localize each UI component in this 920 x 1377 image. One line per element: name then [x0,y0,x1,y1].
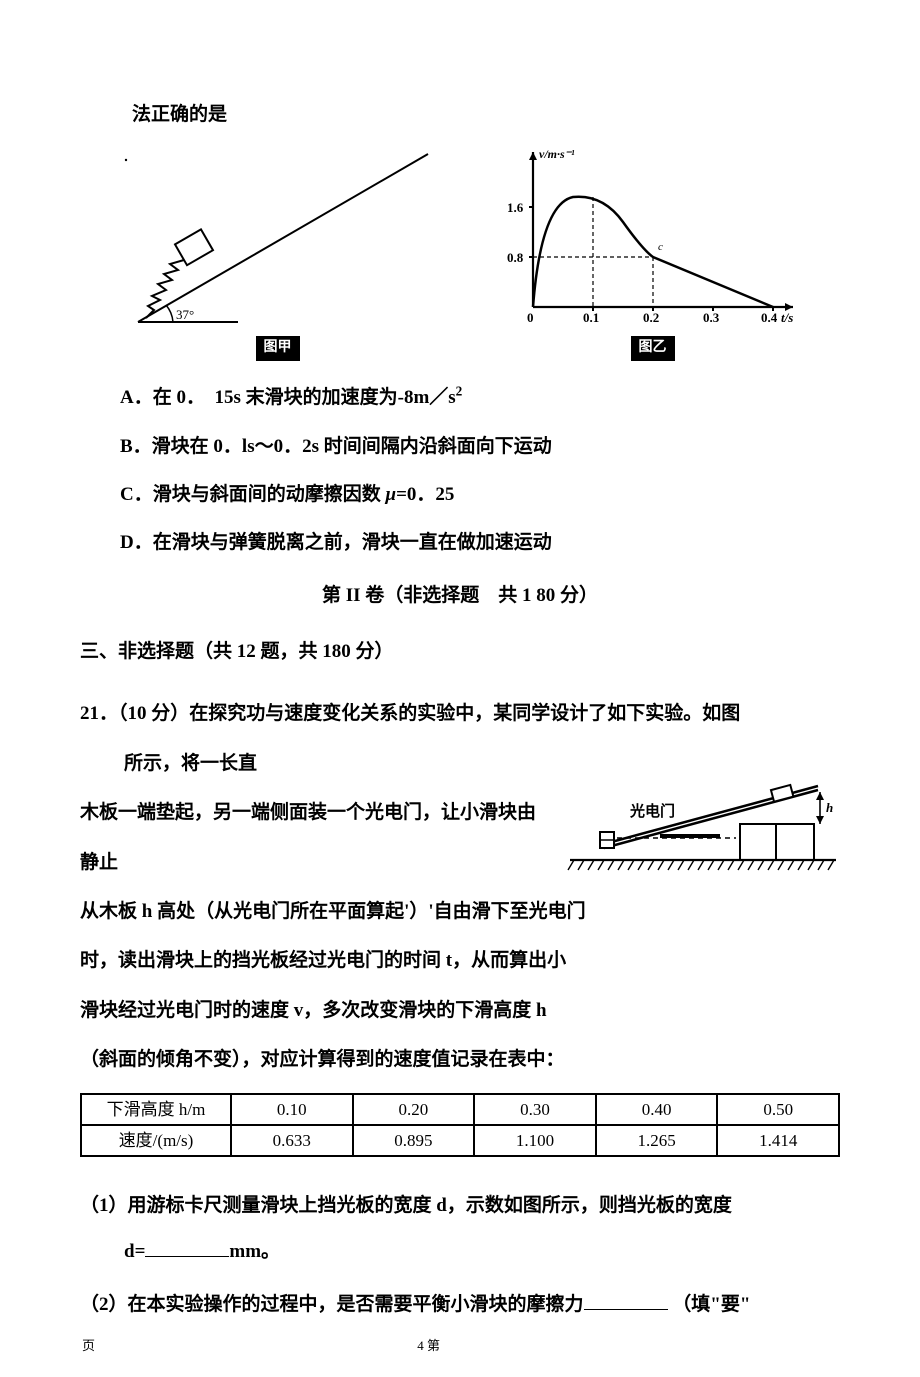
footer-right: 4 第 [417,1336,440,1357]
table-row: 下滑高度 h/m 0.10 0.20 0.30 0.40 0.50 [81,1094,839,1125]
subsection-3-header: 三、非选择题（共 12 题，共 180 分） [80,637,840,667]
q21-line2: 从木板 h 高处（从光电门所在平面算起'）'自由滑下至光电门 [80,887,840,936]
q21-line3: 时，读出滑块上的挡光板经过光电门的时间 t，从而算出小 [80,936,840,985]
subq2-suffix: （填"要" [672,1294,750,1315]
question-21: 21．（10 分）在探究功与速度变化关系的实验中，某同学设计了如下实验。如图 所… [80,689,840,1084]
svg-text:0.2: 0.2 [643,310,659,325]
table-row: 速度/(m/s) 0.633 0.895 1.100 1.265 1.414 [81,1125,839,1156]
svg-text:0.1: 0.1 [583,310,599,325]
sub-question-1: （1）用游标卡尺测量滑块上挡光板的宽度 d，示数如图所示，则挡光板的宽度 d= m… [80,1183,840,1274]
vt-graph: 0.8 1.6 0 0.1 0.2 0.3 0.4 v/m·s⁻¹ t/s c [503,142,803,332]
q21-prefix: 21．（10 分）在探究功与速度变化关系的实验中，某同学设计了如下实验。如图 [80,703,740,724]
subq1-prefix: d= [124,1241,145,1262]
subq1-line2: d= mm。 [124,1229,840,1275]
fill-blank[interactable] [145,1234,229,1257]
option-a-text: A．在 0． 15s 末滑块的加速度为-8m／s2 [120,387,462,408]
svg-text:c: c [658,241,663,253]
table-cell: 1.414 [717,1125,839,1156]
option-b: B．滑块在 0．ls～0．2s 时间间隔内沿斜面向下运动 [120,432,840,462]
table-cell: 1.265 [596,1125,718,1156]
footer-left: 页 [82,1336,95,1357]
table-cell: 1.100 [474,1125,596,1156]
sub-question-2: （2）在本实验操作的过程中，是否需要平衡小滑块的摩擦力 （填"要" [80,1282,840,1328]
table-header-v: 速度/(m/s) [81,1125,231,1156]
experiment-text-diagram-wrap: h 光电门 木板一端垫起，另一端侧面装一个光电门，让小滑块由静止 从木板 h 高… [80,788,840,1084]
svg-text:v/m·s⁻¹: v/m·s⁻¹ [539,147,575,161]
subq1-line1: （1）用游标卡尺测量滑块上挡光板的宽度 d，示数如图所示，则挡光板的宽度 [80,1183,840,1229]
option-a: A．在 0． 15s 末滑块的加速度为-8m／s2 [120,381,840,414]
table-cell: 0.20 [353,1094,475,1125]
table-cell: 0.633 [231,1125,353,1156]
svg-text:h: h [826,800,833,815]
table-cell: 0.895 [353,1125,475,1156]
figure-left-caption: 图甲 [256,336,300,360]
table-cell: 0.50 [717,1094,839,1125]
q21-line4: 滑块经过光电门时的速度 v，多次改变滑块的下滑高度 h [80,986,840,1035]
svg-text:t/s: t/s [781,310,793,325]
figures-container: 37° 图甲 0.8 1.6 0 0.1 0.2 0.3 0.4 [100,142,820,360]
option-c-text: C．滑块与斜面间的动摩擦因数 μ=0．25 [120,484,454,505]
figure-left: 37° 图甲 [118,142,438,360]
svg-text:0.8: 0.8 [507,250,524,265]
data-table: 下滑高度 h/m 0.10 0.20 0.30 0.40 0.50 速度/(m/… [80,1093,840,1157]
table-cell: 0.30 [474,1094,596,1125]
option-d: D．在滑块与弹簧脱离之前，滑块一直在做加速运动 [120,528,840,558]
angle-label: 37° [176,307,194,322]
subq1-suffix: mm。 [229,1241,280,1262]
svg-text:1.6: 1.6 [507,200,524,215]
svg-text:0: 0 [527,310,534,325]
table-cell: 0.10 [231,1094,353,1125]
question-stem-fragment: 法正确的是 [132,100,840,130]
q21-line5: （斜面的倾角不变），对应计算得到的速度值记录在表中： [80,1035,840,1084]
inclined-plane-diagram: 37° [118,142,438,332]
fill-blank[interactable] [584,1287,668,1310]
table-cell: 0.40 [596,1094,718,1125]
experiment-diagram: h 光电门 [560,778,840,884]
option-c: C．滑块与斜面间的动摩擦因数 μ=0．25 [120,480,840,510]
page-footer: 页 4 第 [80,1336,840,1357]
section-2-header: 第 II 卷（非选择题 共 1 80 分） [80,581,840,611]
table-header-h: 下滑高度 h/m [81,1094,231,1125]
figure-right: 0.8 1.6 0 0.1 0.2 0.3 0.4 v/m·s⁻¹ t/s c [503,142,803,360]
photogate-label: 光电门 [629,802,675,820]
figure-right-caption: 图乙 [631,336,675,360]
svg-text:0.4: 0.4 [761,310,778,325]
subq2-prefix: （2）在本实验操作的过程中，是否需要平衡小滑块的摩擦力 [80,1294,584,1315]
svg-text:0.3: 0.3 [703,310,720,325]
